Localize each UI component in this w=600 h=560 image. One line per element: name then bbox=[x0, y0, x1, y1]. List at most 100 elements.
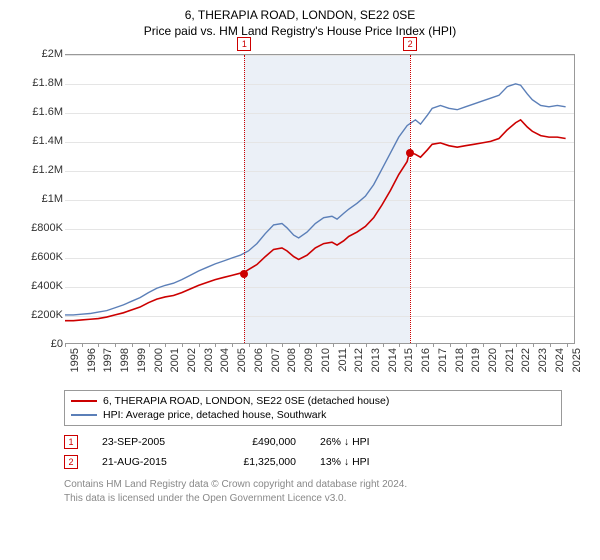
x-axis-label: 2024 bbox=[554, 348, 566, 376]
x-axis-label: 1997 bbox=[102, 348, 114, 376]
y-axis-label: £2M bbox=[15, 48, 63, 60]
x-axis-label: 2021 bbox=[504, 348, 516, 376]
x-axis-label: 2016 bbox=[420, 348, 432, 376]
x-axis-label: 2015 bbox=[403, 348, 415, 376]
sale-pct: 13% ↓ HPI bbox=[320, 456, 400, 468]
x-tick bbox=[65, 343, 66, 347]
x-axis-label: 2014 bbox=[387, 348, 399, 376]
x-axis-label: 2009 bbox=[303, 348, 315, 376]
x-tick bbox=[282, 343, 283, 347]
y-axis-label: £600K bbox=[15, 251, 63, 263]
x-tick bbox=[98, 343, 99, 347]
marker-line bbox=[244, 55, 245, 343]
x-tick bbox=[149, 343, 150, 347]
x-axis-label: 2018 bbox=[454, 348, 466, 376]
x-tick bbox=[399, 343, 400, 347]
x-tick bbox=[416, 343, 417, 347]
x-axis-label: 2002 bbox=[186, 348, 198, 376]
sale-dot bbox=[240, 270, 248, 278]
x-tick bbox=[232, 343, 233, 347]
sale-pct: 26% ↓ HPI bbox=[320, 436, 400, 448]
y-axis-label: £1M bbox=[15, 193, 63, 205]
x-tick bbox=[516, 343, 517, 347]
y-axis-label: £1.6M bbox=[15, 106, 63, 118]
x-axis-label: 2003 bbox=[203, 348, 215, 376]
x-axis-label: 1998 bbox=[119, 348, 131, 376]
y-axis-label: £400K bbox=[15, 280, 63, 292]
x-tick bbox=[433, 343, 434, 347]
sale-date: 23-SEP-2005 bbox=[102, 436, 192, 448]
page-title: 6, THERAPIA ROAD, LONDON, SE22 0SE bbox=[14, 8, 586, 22]
x-tick bbox=[115, 343, 116, 347]
x-tick bbox=[249, 343, 250, 347]
marker-box: 1 bbox=[237, 37, 251, 51]
legend-swatch bbox=[71, 400, 97, 402]
series-line bbox=[65, 120, 566, 321]
x-axis-label: 1995 bbox=[69, 348, 81, 376]
x-axis-label: 2019 bbox=[470, 348, 482, 376]
chart: 12 £0 £200K £400K £600K £800K £1M £1.2M £1.4M £1… bbox=[15, 46, 585, 386]
x-tick bbox=[366, 343, 367, 347]
x-axis-label: 1996 bbox=[86, 348, 98, 376]
x-axis-label: 2011 bbox=[337, 348, 349, 376]
x-axis-label: 2006 bbox=[253, 348, 265, 376]
sale-row: 221-AUG-2015£1,325,00013% ↓ HPI bbox=[64, 452, 562, 472]
legend-row: 6, THERAPIA ROAD, LONDON, SE22 0SE (deta… bbox=[71, 394, 555, 408]
x-axis-label: 2010 bbox=[320, 348, 332, 376]
x-tick bbox=[550, 343, 551, 347]
sales-table: 123-SEP-2005£490,00026% ↓ HPI221-AUG-201… bbox=[64, 432, 562, 472]
y-axis-label: £1.4M bbox=[15, 135, 63, 147]
x-axis-label: 2001 bbox=[169, 348, 181, 376]
y-axis-label: £800K bbox=[15, 222, 63, 234]
legend-row: HPI: Average price, detached house, Sout… bbox=[71, 408, 555, 422]
sale-price: £1,325,000 bbox=[216, 456, 296, 468]
x-axis-label: 2022 bbox=[520, 348, 532, 376]
x-tick bbox=[82, 343, 83, 347]
x-tick bbox=[182, 343, 183, 347]
x-axis-label: 1999 bbox=[136, 348, 148, 376]
x-tick bbox=[199, 343, 200, 347]
x-tick bbox=[266, 343, 267, 347]
x-tick bbox=[466, 343, 467, 347]
x-axis-label: 2004 bbox=[219, 348, 231, 376]
legend-label: HPI: Average price, detached house, Sout… bbox=[103, 409, 326, 421]
plot-area: 12 bbox=[65, 54, 575, 344]
x-tick bbox=[299, 343, 300, 347]
sale-marker-icon: 1 bbox=[64, 435, 78, 449]
x-axis-label: 2023 bbox=[537, 348, 549, 376]
sale-dot bbox=[406, 149, 414, 157]
x-axis-label: 2017 bbox=[437, 348, 449, 376]
x-axis-label: 2020 bbox=[487, 348, 499, 376]
sale-date: 21-AUG-2015 bbox=[102, 456, 192, 468]
y-axis-label: £0 bbox=[15, 338, 63, 350]
marker-box: 2 bbox=[403, 37, 417, 51]
y-axis-label: £200K bbox=[15, 309, 63, 321]
x-axis-label: 2005 bbox=[236, 348, 248, 376]
footer-attribution: Contains HM Land Registry data © Crown c… bbox=[64, 478, 562, 505]
x-tick bbox=[333, 343, 334, 347]
line-series bbox=[65, 55, 574, 343]
footer-line: Contains HM Land Registry data © Crown c… bbox=[64, 478, 562, 492]
x-axis-label: 2008 bbox=[286, 348, 298, 376]
x-tick bbox=[483, 343, 484, 347]
x-tick bbox=[132, 343, 133, 347]
legend: 6, THERAPIA ROAD, LONDON, SE22 0SE (deta… bbox=[64, 390, 562, 426]
x-tick bbox=[316, 343, 317, 347]
x-tick bbox=[567, 343, 568, 347]
x-axis-label: 2025 bbox=[571, 348, 583, 376]
x-tick bbox=[165, 343, 166, 347]
x-tick bbox=[215, 343, 216, 347]
x-tick bbox=[349, 343, 350, 347]
y-axis-label: £1.8M bbox=[15, 77, 63, 89]
x-tick bbox=[450, 343, 451, 347]
marker-line bbox=[410, 55, 411, 343]
y-axis-label: £1.2M bbox=[15, 164, 63, 176]
sale-price: £490,000 bbox=[216, 436, 296, 448]
page-subtitle: Price paid vs. HM Land Registry's House … bbox=[14, 24, 586, 38]
sale-row: 1 23-SEP-2005 £490,000 26% ↓ HPI bbox=[64, 432, 562, 452]
x-tick bbox=[533, 343, 534, 347]
legend-swatch bbox=[71, 414, 97, 416]
x-tick bbox=[383, 343, 384, 347]
x-axis-label: 2012 bbox=[353, 348, 365, 376]
x-tick bbox=[500, 343, 501, 347]
